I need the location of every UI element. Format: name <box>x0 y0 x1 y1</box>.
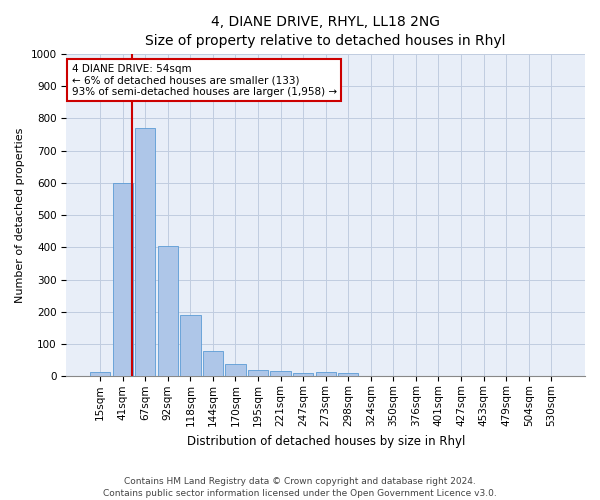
Text: 4 DIANE DRIVE: 54sqm
← 6% of detached houses are smaller (133)
93% of semi-detac: 4 DIANE DRIVE: 54sqm ← 6% of detached ho… <box>71 64 337 96</box>
Bar <box>293 372 313 376</box>
Bar <box>316 372 336 376</box>
Title: 4, DIANE DRIVE, RHYL, LL18 2NG
Size of property relative to detached houses in R: 4, DIANE DRIVE, RHYL, LL18 2NG Size of p… <box>145 15 506 48</box>
Bar <box>90 372 110 376</box>
Bar <box>180 315 200 376</box>
Text: Contains HM Land Registry data © Crown copyright and database right 2024.
Contai: Contains HM Land Registry data © Crown c… <box>103 476 497 498</box>
Bar <box>113 183 133 376</box>
Bar <box>271 371 291 376</box>
Bar <box>203 351 223 376</box>
Bar <box>135 128 155 376</box>
Bar <box>338 373 358 376</box>
X-axis label: Distribution of detached houses by size in Rhyl: Distribution of detached houses by size … <box>187 434 465 448</box>
Bar <box>248 370 268 376</box>
Bar <box>226 364 245 376</box>
Bar <box>158 246 178 376</box>
Y-axis label: Number of detached properties: Number of detached properties <box>15 128 25 303</box>
